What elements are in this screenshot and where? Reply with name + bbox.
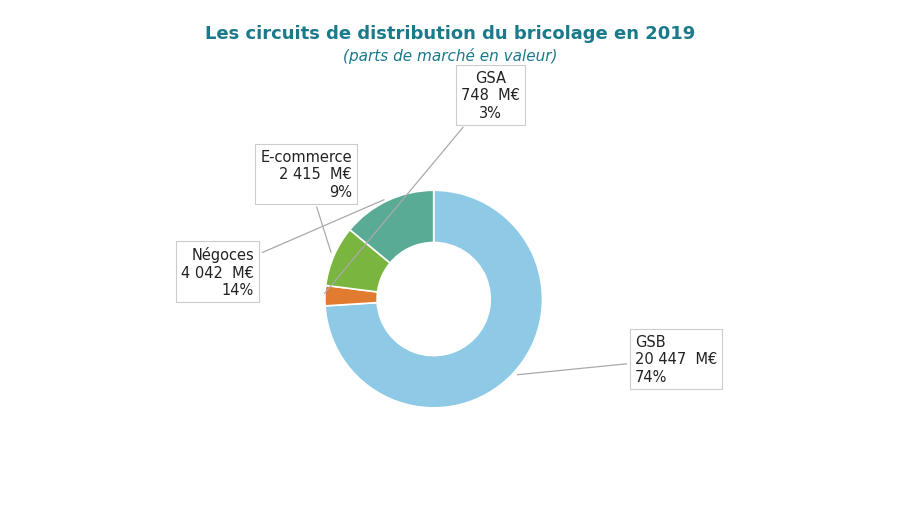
Wedge shape: [325, 191, 543, 408]
Text: Négoces
4 042  M€
14%: Négoces 4 042 M€ 14%: [181, 200, 384, 297]
Text: GSA
748  M€
3%: GSA 748 M€ 3%: [325, 71, 519, 294]
Text: E-commerce
2 415  M€
9%: E-commerce 2 415 M€ 9%: [260, 150, 352, 253]
Text: (parts de marché en valeur): (parts de marché en valeur): [343, 48, 557, 64]
Text: GSB
20 447  M€
74%: GSB 20 447 M€ 74%: [518, 334, 717, 384]
Wedge shape: [350, 191, 434, 264]
Wedge shape: [326, 230, 390, 292]
Wedge shape: [325, 286, 378, 306]
Text: Les circuits de distribution du bricolage en 2019: Les circuits de distribution du bricolag…: [205, 25, 695, 43]
